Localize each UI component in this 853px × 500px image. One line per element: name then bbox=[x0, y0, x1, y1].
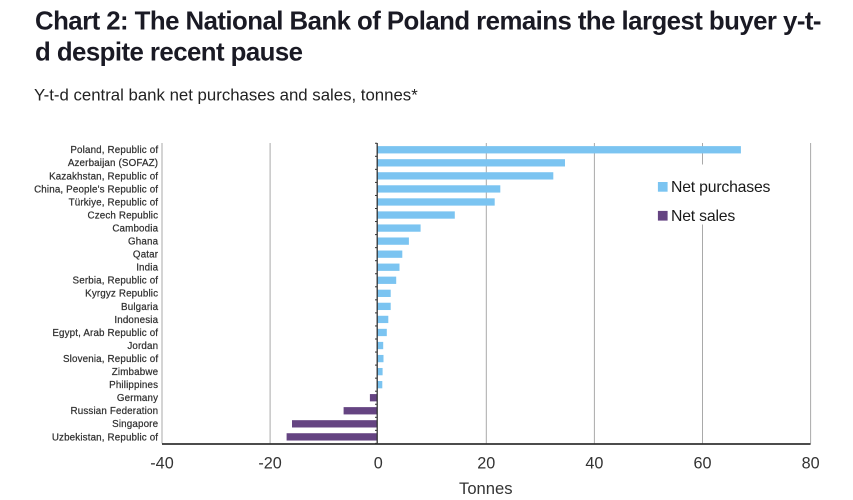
svg-text:Poland, Republic of: Poland, Republic of bbox=[70, 145, 158, 156]
svg-text:Jordan: Jordan bbox=[127, 341, 158, 352]
svg-text:Kyrgyz Republic: Kyrgyz Republic bbox=[85, 289, 158, 300]
svg-text:Indonesia: Indonesia bbox=[114, 315, 158, 326]
svg-text:Net purchases: Net purchases bbox=[671, 179, 771, 196]
svg-text:Uzbekistan, Republic of: Uzbekistan, Republic of bbox=[52, 432, 158, 443]
svg-text:Slovenia, Republic of: Slovenia, Republic of bbox=[63, 354, 158, 365]
svg-text:60: 60 bbox=[693, 455, 711, 473]
svg-text:Azerbaijan (SOFAZ): Azerbaijan (SOFAZ) bbox=[68, 158, 158, 169]
svg-text:Philippines: Philippines bbox=[109, 380, 158, 391]
svg-text:China, People's Republic of: China, People's Republic of bbox=[34, 184, 158, 195]
svg-text:Cambodia: Cambodia bbox=[112, 223, 158, 234]
svg-text:40: 40 bbox=[585, 455, 603, 473]
svg-text:Chart 2: The National Bank of: Chart 2: The National Bank of Poland rem… bbox=[35, 8, 821, 36]
svg-text:0: 0 bbox=[374, 455, 383, 473]
svg-text:Germany: Germany bbox=[117, 393, 158, 404]
svg-text:Y-t-d central bank net purchas: Y-t-d central bank net purchases and sal… bbox=[34, 86, 418, 105]
svg-text:Serbia, Republic of: Serbia, Republic of bbox=[73, 276, 159, 287]
svg-text:Egypt, Arab Republic of: Egypt, Arab Republic of bbox=[52, 328, 158, 339]
svg-text:20: 20 bbox=[477, 455, 495, 473]
svg-text:Singapore: Singapore bbox=[112, 419, 158, 430]
svg-text:Russian Federation: Russian Federation bbox=[71, 406, 159, 417]
svg-text:Czech Republic: Czech Republic bbox=[87, 210, 158, 221]
svg-text:India: India bbox=[136, 263, 158, 274]
svg-text:Türkiye, Republic of: Türkiye, Republic of bbox=[69, 197, 159, 208]
svg-text:Zimbabwe: Zimbabwe bbox=[112, 367, 159, 378]
svg-text:d despite recent pause: d despite recent pause bbox=[35, 39, 303, 67]
svg-text:Net sales: Net sales bbox=[671, 208, 735, 225]
svg-text:-20: -20 bbox=[258, 455, 281, 473]
svg-text:Qatar: Qatar bbox=[133, 250, 159, 261]
svg-text:Ghana: Ghana bbox=[128, 237, 159, 248]
svg-text:80: 80 bbox=[802, 455, 820, 473]
svg-text:Bulgaria: Bulgaria bbox=[121, 302, 159, 313]
svg-text:Tonnes: Tonnes bbox=[459, 479, 513, 498]
svg-text:-40: -40 bbox=[150, 455, 173, 473]
svg-text:Kazakhstan, Republic of: Kazakhstan, Republic of bbox=[49, 171, 158, 182]
